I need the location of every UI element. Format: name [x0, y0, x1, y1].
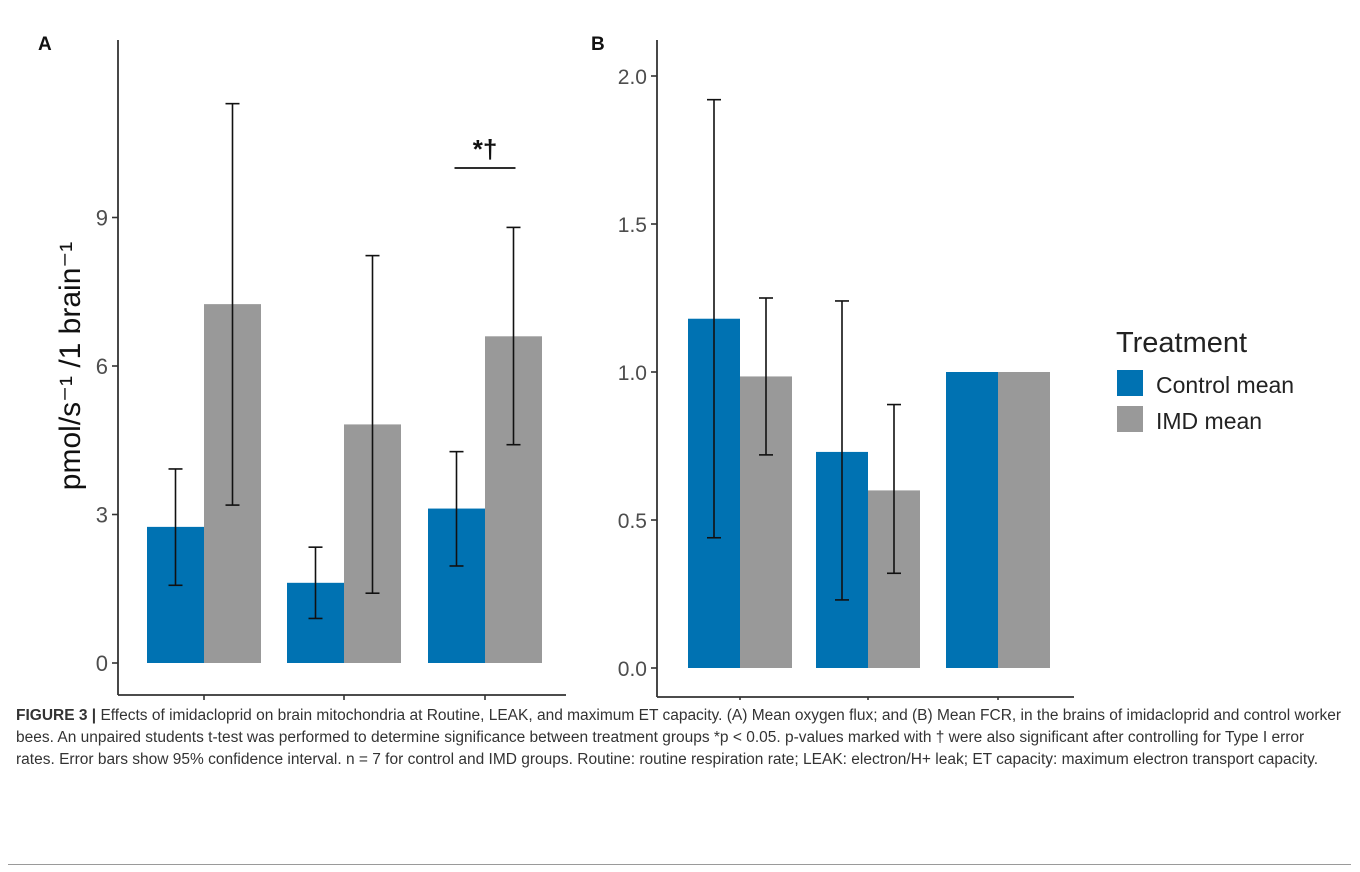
panel-a-y-tick-label-0: 0 [96, 651, 108, 676]
caption-text: Effects of imidacloprid on brain mitocho… [16, 707, 1342, 768]
panel-a-label: A [38, 34, 52, 55]
panel-a-chart: 0369RoutineLEAKET Capacitypmol/s⁻¹ /1 br… [54, 40, 566, 700]
legend: Treatment Control mean IMD mean [1116, 327, 1294, 434]
legend-title: Treatment [1116, 327, 1247, 359]
panel-b-bar-control-2 [946, 372, 998, 668]
panel-a-y-tick-label-2: 6 [96, 354, 108, 379]
panel-b-y-tick-label-3: 1.5 [618, 214, 647, 237]
panel-b-bar-imd-2 [998, 372, 1050, 668]
panel-b-y-tick-label-1: 0.5 [618, 510, 647, 533]
legend-label-control: Control mean [1156, 372, 1294, 398]
figure-charts: A B 0369RoutineLEAKET Capacitypmol/s⁻¹ /… [38, 34, 1294, 700]
panel-a-significance-marker-0: *† [473, 134, 498, 164]
panel-b-y-tick-label-2: 1.0 [618, 362, 647, 385]
panel-b-label: B [591, 34, 605, 55]
panel-a-y-axis-label: pmol/s⁻¹ /1 brain⁻¹ [54, 242, 87, 490]
legend-swatch-control [1117, 370, 1143, 396]
panel-a-y-tick-label-1: 3 [96, 503, 108, 528]
figure-caption: FIGURE 3 | Effects of imidacloprid on br… [16, 705, 1341, 771]
legend-swatch-imd [1117, 406, 1143, 432]
legend-label-imd: IMD mean [1156, 408, 1262, 434]
panel-b-y-tick-label-4: 2.0 [618, 66, 647, 89]
panel-b-y-tick-label-0: 0.0 [618, 658, 647, 681]
panel-a-y-tick-label-3: 9 [96, 206, 108, 231]
panel-b-chart: 0.00.51.01.52.0RoutineLEAKET Capacity [618, 40, 1074, 700]
caption-label: FIGURE 3 | [16, 707, 97, 724]
figure-frame [8, 6, 1351, 865]
